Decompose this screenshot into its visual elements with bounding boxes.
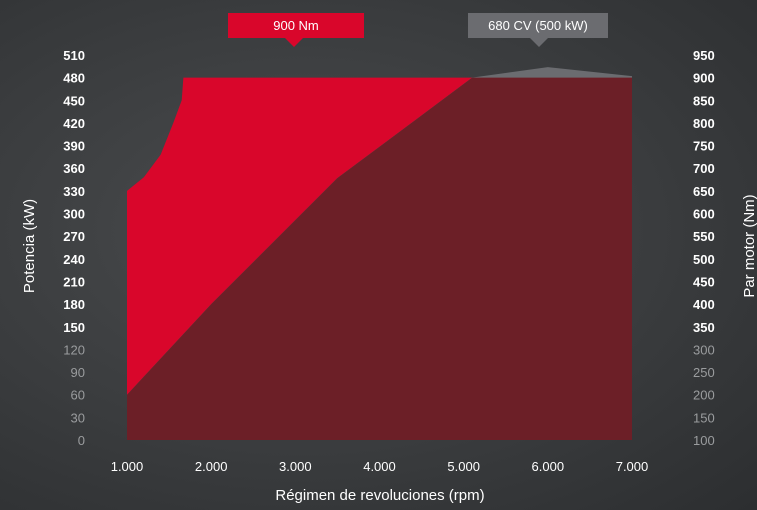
left-tick-label: 240 [63, 252, 85, 267]
right-tick-label: 950 [693, 48, 715, 63]
left-axis-ticks: 0 30 60 90 120 150 180 210 240 270 300 330 360 390 420… [63, 48, 85, 448]
right-tick-label: 350 [693, 320, 715, 335]
right-tick-label: 650 [693, 184, 715, 199]
left-tick-label: 480 [63, 71, 85, 86]
right-tick-label: 500 [693, 252, 715, 267]
right-tick-label: 800 [693, 116, 715, 131]
right-tick-label: 850 [693, 93, 715, 108]
power-callout-box [468, 13, 608, 38]
power-callout-pointer [530, 38, 548, 47]
x-axis-title: Régimen de revoluciones (rpm) [275, 487, 484, 504]
right-tick-label: 100 [693, 433, 715, 448]
left-tick-label: 60 [71, 388, 85, 403]
right-tick-label: 700 [693, 161, 715, 176]
left-tick-label: 510 [63, 48, 85, 63]
left-tick-label: 450 [63, 93, 85, 108]
right-axis-ticks: 100 150 200 250 300 350 400 450 500 550 600 650 700 7… [693, 48, 715, 448]
left-tick-label: 30 [71, 410, 85, 425]
right-tick-label: 550 [693, 229, 715, 244]
torque-callout-box [228, 13, 364, 38]
left-tick-label: 90 [71, 365, 85, 380]
right-tick-label: 900 [693, 71, 715, 86]
chart-areas [127, 67, 632, 440]
left-tick-label: 180 [63, 297, 85, 312]
x-tick-label: 3.000 [279, 459, 312, 474]
right-tick-label: 600 [693, 207, 715, 222]
x-tick-label: 6.000 [532, 459, 565, 474]
x-tick-label: 4.000 [363, 459, 396, 474]
x-tick-label: 5.000 [447, 459, 480, 474]
power-callout: 680 CV (500 kW) [468, 13, 608, 47]
left-tick-label: 330 [63, 184, 85, 199]
torque-callout-label: 900 Nm [273, 18, 319, 33]
overlap-area [127, 77, 632, 440]
left-tick-label: 390 [63, 139, 85, 154]
x-tick-label: 7.000 [616, 459, 649, 474]
right-tick-label: 150 [693, 410, 715, 425]
left-axis-title: Potencia (kW) [21, 199, 38, 293]
left-tick-label: 120 [63, 342, 85, 357]
right-tick-label: 300 [693, 342, 715, 357]
right-tick-label: 400 [693, 297, 715, 312]
left-tick-label: 360 [63, 161, 85, 176]
x-axis-ticks: 1.000 2.000 3.000 4.000 5.000 6.000 7.000 [111, 459, 649, 474]
left-tick-label: 420 [63, 116, 85, 131]
x-tick-label: 2.000 [195, 459, 228, 474]
left-tick-label: 0 [78, 433, 85, 448]
right-tick-label: 750 [693, 139, 715, 154]
right-tick-label: 450 [693, 274, 715, 289]
x-tick-label: 1.000 [111, 459, 144, 474]
power-callout-label: 680 CV (500 kW) [488, 18, 588, 33]
left-tick-label: 150 [63, 320, 85, 335]
left-tick-label: 210 [63, 274, 85, 289]
left-tick-label: 270 [63, 229, 85, 244]
right-tick-label: 250 [693, 365, 715, 380]
left-tick-label: 300 [63, 207, 85, 222]
right-tick-label: 200 [693, 388, 715, 403]
right-axis-title: Par motor (Nm) [741, 194, 757, 297]
torque-callout-pointer [285, 38, 303, 47]
torque-callout: 900 Nm [228, 13, 364, 47]
